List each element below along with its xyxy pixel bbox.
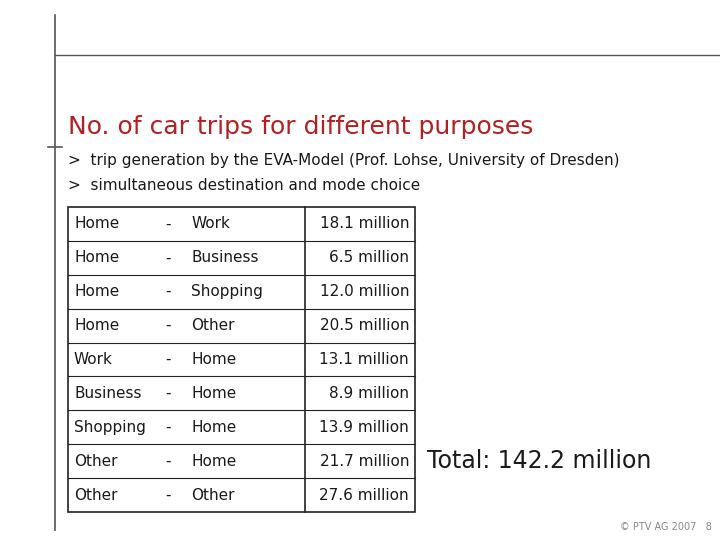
Text: 13.1 million: 13.1 million xyxy=(320,352,409,367)
Text: -: - xyxy=(165,420,171,435)
Text: Other: Other xyxy=(192,318,235,333)
Text: 21.7 million: 21.7 million xyxy=(320,454,409,469)
Text: Home: Home xyxy=(74,284,120,299)
Text: Shopping: Shopping xyxy=(192,284,263,299)
Text: 6.5 million: 6.5 million xyxy=(329,251,409,265)
Text: -: - xyxy=(165,454,171,469)
Text: Total: 142.2 million: Total: 142.2 million xyxy=(427,449,652,473)
Text: Home: Home xyxy=(192,420,236,435)
Bar xyxy=(68,207,415,512)
Text: 8.9 million: 8.9 million xyxy=(329,386,409,401)
Text: Home: Home xyxy=(192,386,236,401)
Text: 27.6 million: 27.6 million xyxy=(320,488,409,503)
Text: Other: Other xyxy=(74,454,117,469)
Text: Business: Business xyxy=(74,386,142,401)
Text: -: - xyxy=(165,251,171,265)
Text: Home: Home xyxy=(74,217,120,232)
Text: Work: Work xyxy=(192,217,230,232)
Text: Home: Home xyxy=(192,352,236,367)
Text: No. of car trips for different purposes: No. of car trips for different purposes xyxy=(68,115,534,139)
Text: 20.5 million: 20.5 million xyxy=(320,318,409,333)
Text: Other: Other xyxy=(74,488,117,503)
Text: Other: Other xyxy=(192,488,235,503)
Text: -: - xyxy=(165,488,171,503)
Text: Shopping: Shopping xyxy=(74,420,146,435)
Text: -: - xyxy=(165,318,171,333)
Text: Work: Work xyxy=(74,352,113,367)
Text: -: - xyxy=(165,352,171,367)
Text: >  trip generation by the EVA-Model (Prof. Lohse, University of Dresden): > trip generation by the EVA-Model (Prof… xyxy=(68,153,619,168)
Text: >  simultaneous destination and mode choice: > simultaneous destination and mode choi… xyxy=(68,178,420,193)
Text: Home: Home xyxy=(74,251,120,265)
Text: 13.9 million: 13.9 million xyxy=(319,420,409,435)
Text: -: - xyxy=(165,386,171,401)
Text: 12.0 million: 12.0 million xyxy=(320,284,409,299)
Text: -: - xyxy=(165,217,171,232)
Text: © PTV AG 2007   8: © PTV AG 2007 8 xyxy=(620,522,712,532)
Text: Business: Business xyxy=(192,251,258,265)
Text: Home: Home xyxy=(74,318,120,333)
Text: Home: Home xyxy=(192,454,236,469)
Text: 18.1 million: 18.1 million xyxy=(320,217,409,232)
Text: -: - xyxy=(165,284,171,299)
